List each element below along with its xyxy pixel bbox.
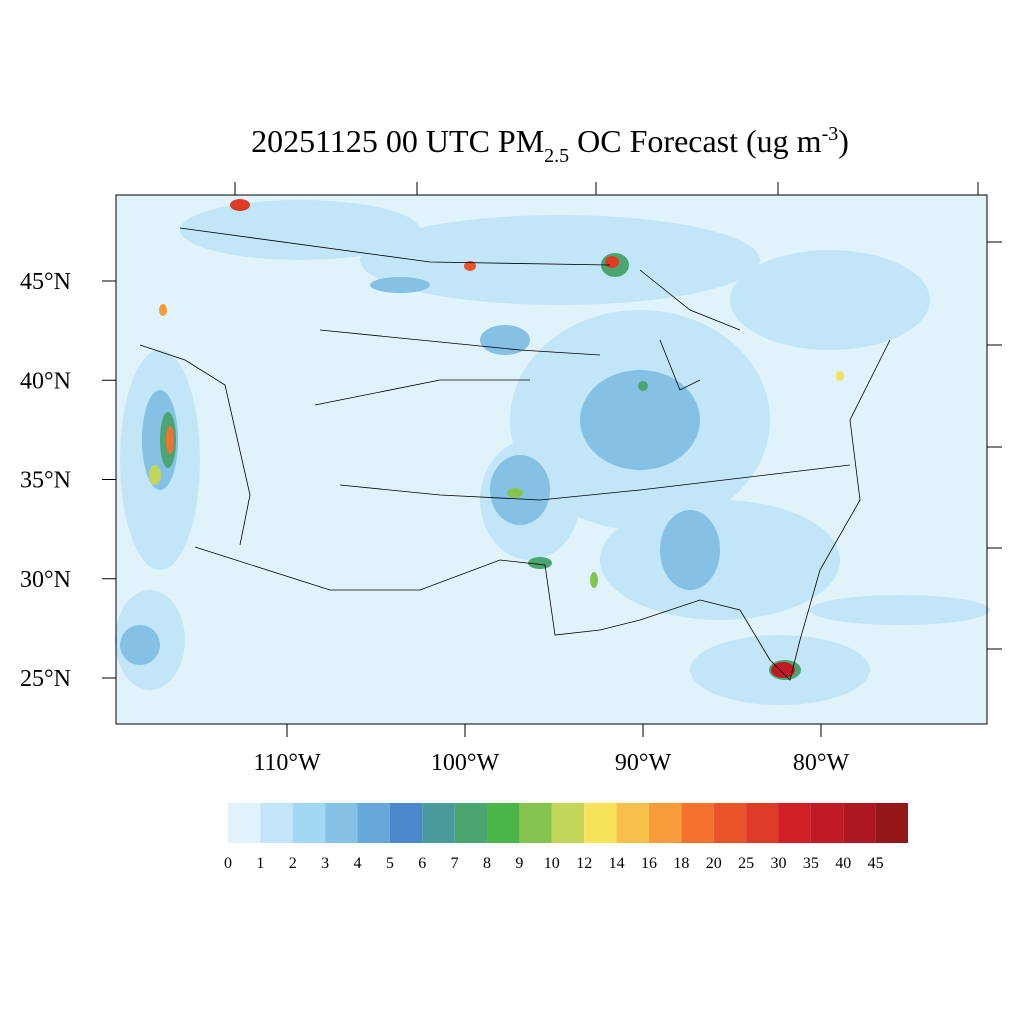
colorbar-label: 5 bbox=[386, 855, 394, 872]
colorbar-box bbox=[292, 803, 326, 843]
title-sub: 2.5 bbox=[544, 145, 569, 167]
colorbar-label: 8 bbox=[483, 855, 491, 872]
colorbar-box bbox=[843, 803, 876, 843]
colorbar-box bbox=[551, 803, 585, 843]
lat-tick-label: 40°N bbox=[20, 368, 71, 394]
colorbar-box bbox=[810, 803, 844, 843]
colorbar-box bbox=[681, 803, 714, 843]
colorbar-box bbox=[389, 803, 423, 843]
colorbar-label: 7 bbox=[451, 855, 459, 872]
lat-tick-label: 35°N bbox=[20, 468, 71, 494]
colorbar-box bbox=[487, 803, 520, 843]
colorbar-box bbox=[454, 803, 488, 843]
colorbar-label: 10 bbox=[544, 855, 560, 872]
colorbar-label: 2 bbox=[289, 855, 297, 872]
title-end: ) bbox=[838, 123, 849, 159]
lat-tick-label: 30°N bbox=[20, 567, 71, 593]
lat-tick-label: 45°N bbox=[20, 269, 71, 295]
colorbar-label: 4 bbox=[354, 855, 362, 872]
colorbar-label: 3 bbox=[321, 855, 329, 872]
map-field bbox=[115, 182, 1002, 725]
colorbar-label: 18 bbox=[673, 855, 689, 872]
colorbar-label: 45 bbox=[868, 855, 884, 872]
colorbar-label: 12 bbox=[576, 855, 592, 872]
hot-spots bbox=[149, 199, 844, 680]
colorbar-box bbox=[357, 803, 390, 843]
lon-tick-label: 80°W bbox=[793, 750, 850, 776]
low-concentration bbox=[115, 200, 990, 705]
title-main: 20251125 00 UTC PM bbox=[251, 123, 544, 159]
colorbar-box bbox=[778, 803, 811, 843]
colorbar-box bbox=[584, 803, 617, 843]
colorbar-label: 25 bbox=[738, 855, 754, 872]
colorbar-box bbox=[325, 803, 358, 843]
colorbar-box bbox=[228, 803, 261, 843]
colorbar-label: 35 bbox=[803, 855, 819, 872]
colorbar-box bbox=[746, 803, 779, 843]
lon-tick-label: 90°W bbox=[615, 750, 672, 776]
colorbar-box bbox=[260, 803, 293, 843]
colorbar-label: 1 bbox=[256, 855, 264, 872]
colorbar-box bbox=[875, 803, 908, 843]
colorbar-box bbox=[422, 803, 455, 843]
colorbar-box bbox=[648, 803, 682, 843]
colorbar-label: 6 bbox=[418, 855, 426, 872]
title-mid: OC Forecast (ug m bbox=[569, 123, 822, 159]
colorbar-label: 16 bbox=[641, 855, 657, 872]
colorbar-box bbox=[519, 803, 552, 843]
map-title: 20251125 00 UTC PM2.5 OC Forecast (ug m-… bbox=[251, 123, 849, 167]
frame-ticks bbox=[234, 182, 1002, 650]
colorbar-box bbox=[713, 803, 747, 843]
colorbar-label: 40 bbox=[835, 855, 851, 872]
colorbar-label: 30 bbox=[770, 855, 786, 872]
colorbar-label: 9 bbox=[515, 855, 523, 872]
colorbar-box bbox=[616, 803, 649, 843]
colorbar-label: 0 bbox=[224, 855, 232, 872]
colorbar-label: 14 bbox=[609, 855, 625, 872]
lat-tick-label: 25°N bbox=[20, 666, 71, 692]
boundaries bbox=[139, 227, 891, 681]
colorbar-label: 20 bbox=[706, 855, 722, 872]
lon-tick-label: 110°W bbox=[253, 750, 321, 776]
lon-tick-label: 100°W bbox=[431, 750, 500, 776]
title-sup: -3 bbox=[822, 123, 839, 145]
map-frame bbox=[115, 194, 988, 725]
